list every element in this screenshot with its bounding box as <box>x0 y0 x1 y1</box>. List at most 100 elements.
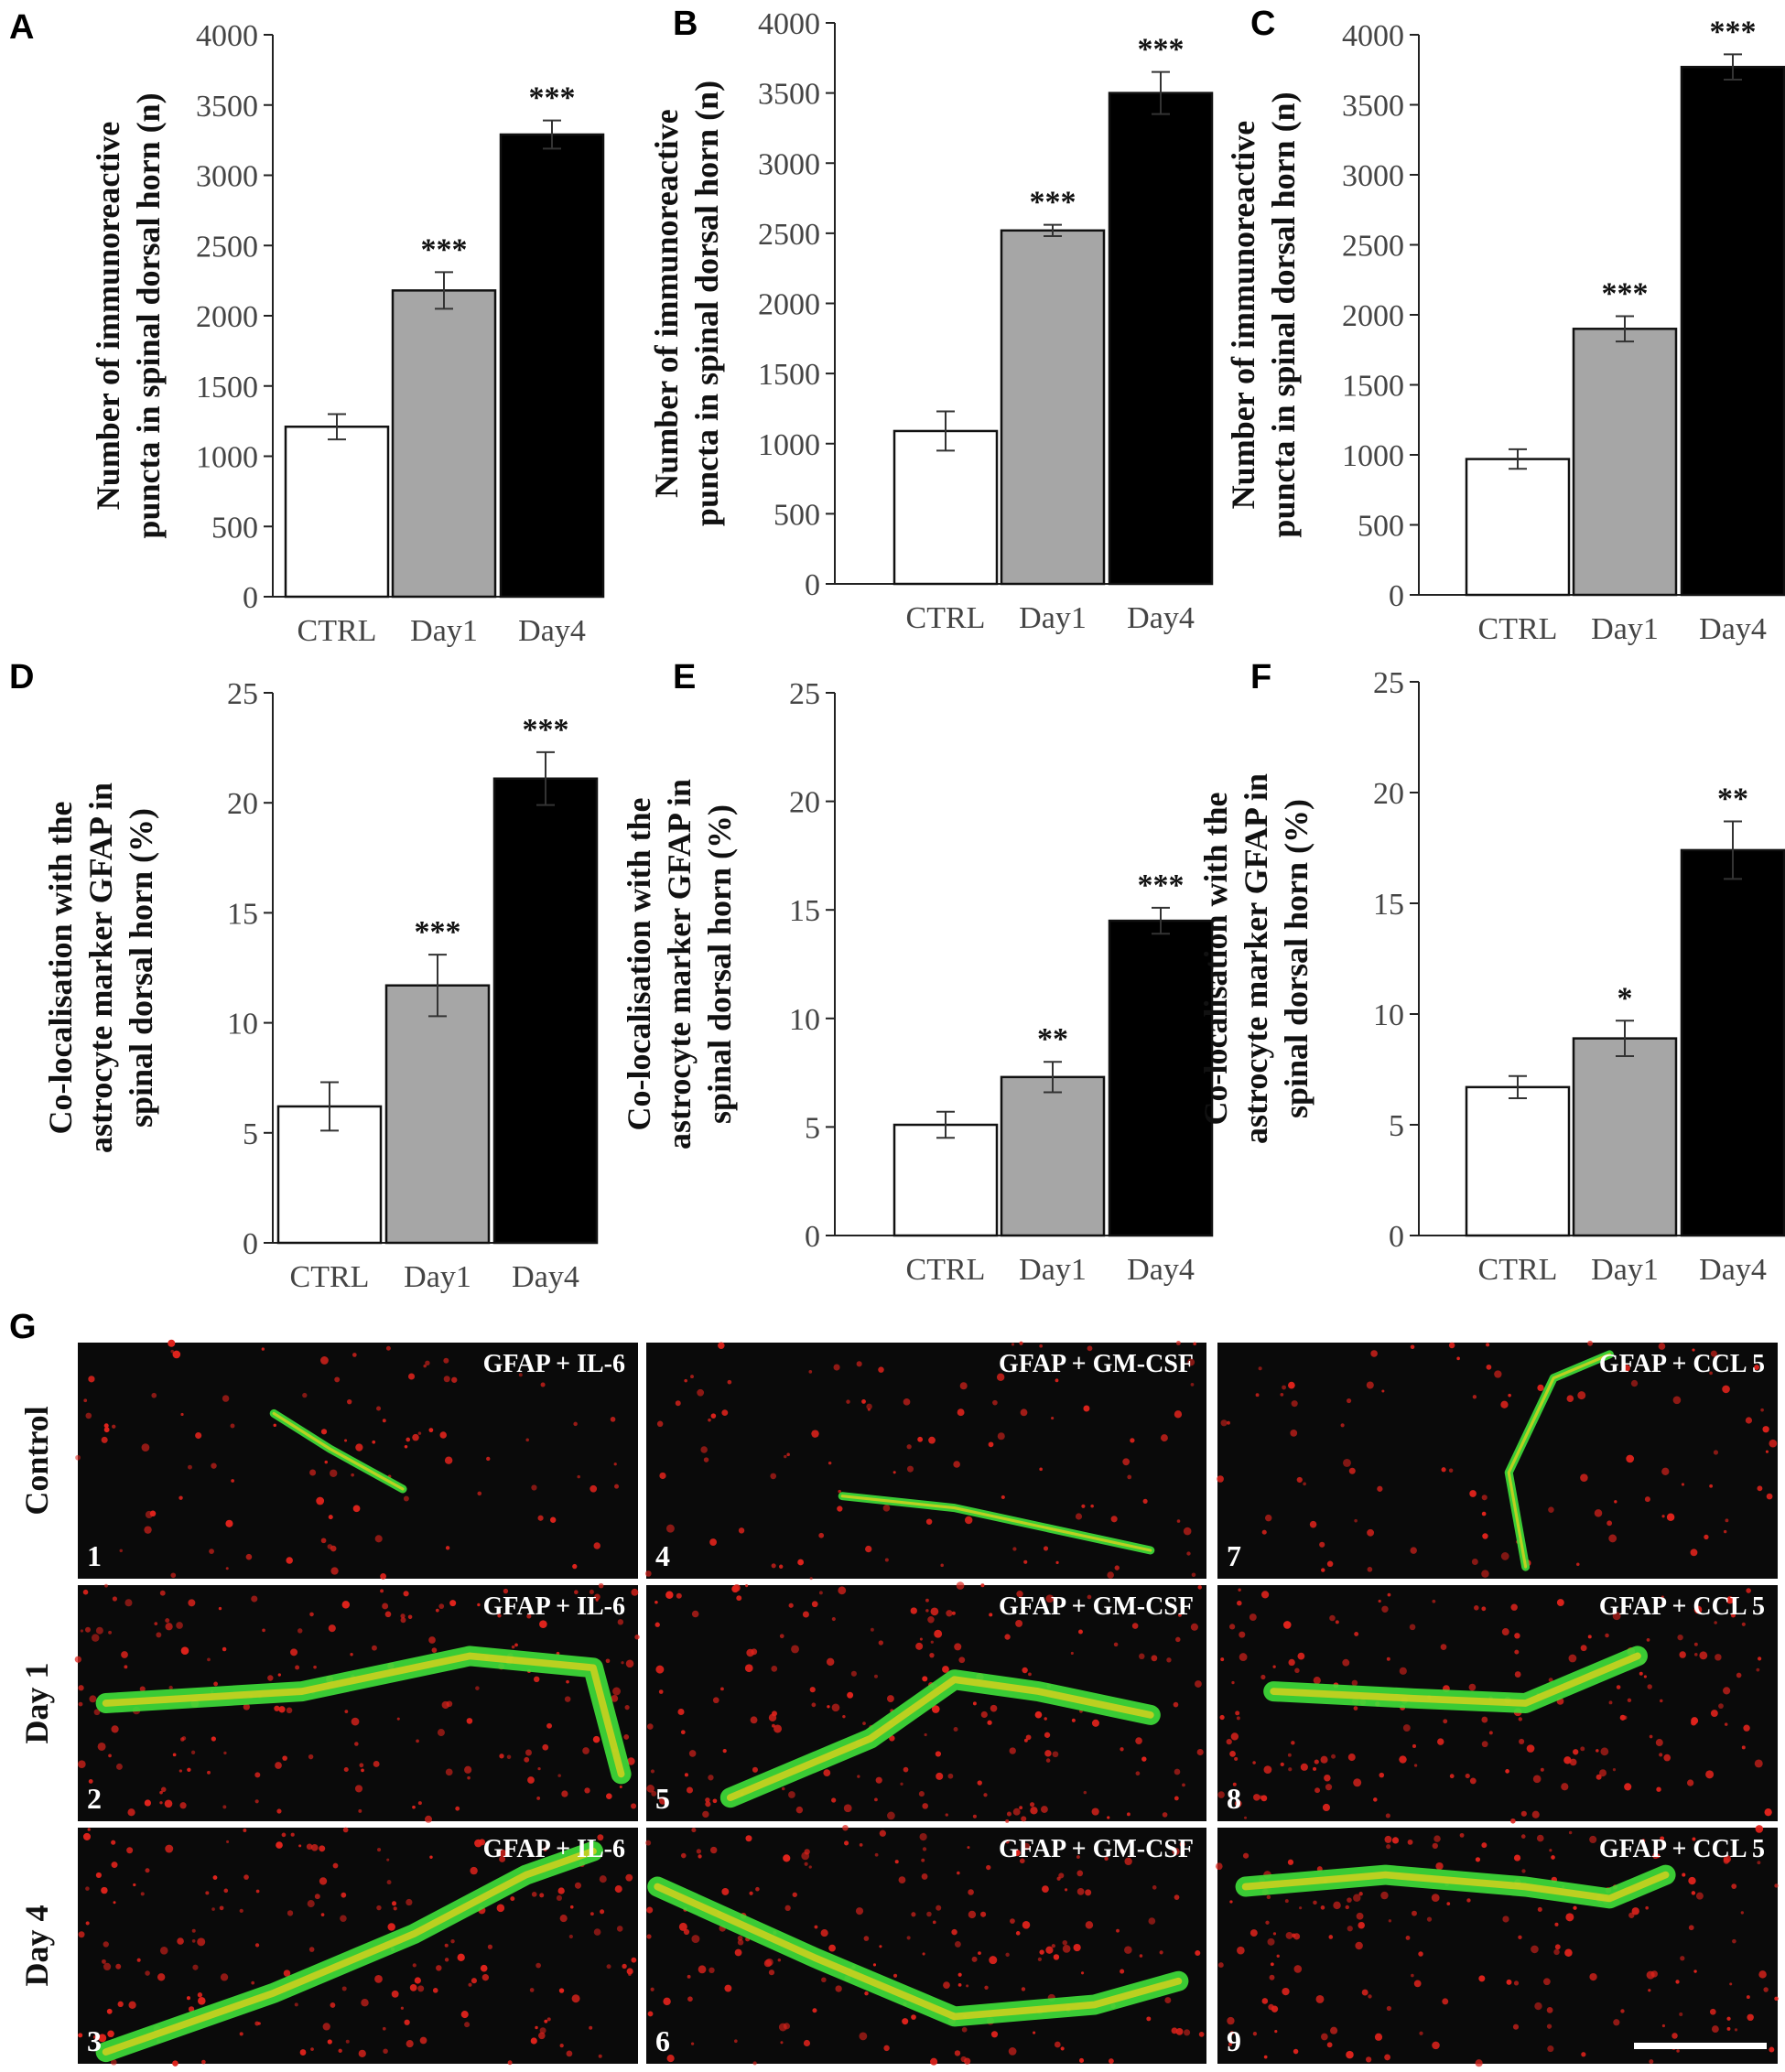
puncta-dot <box>1141 1756 1147 1762</box>
puncta-dot <box>1012 1547 1017 1551</box>
puncta-dot <box>198 1997 206 2005</box>
puncta-dot <box>980 1710 988 1719</box>
puncta-dot <box>922 1676 928 1682</box>
micrograph-tile: GFAP + IL-6 2 <box>74 1582 640 1823</box>
puncta-dot <box>1078 2057 1085 2063</box>
puncta-dot <box>1062 1944 1071 1953</box>
puncta-dot <box>1293 2048 1299 2055</box>
puncta-dot <box>1198 2031 1205 2037</box>
puncta-dot <box>1320 1755 1328 1764</box>
puncta-dot <box>1023 1738 1028 1743</box>
puncta-dot <box>92 2035 97 2039</box>
puncta-dot <box>499 1754 504 1759</box>
puncta-dot <box>1229 2031 1235 2035</box>
bar-day4 <box>499 133 605 599</box>
puncta-dot <box>111 1725 119 1733</box>
puncta-dot <box>1758 1657 1762 1661</box>
puncta-dot <box>883 2045 890 2052</box>
puncta-dot <box>124 1665 128 1669</box>
puncta-dot <box>1366 1381 1374 1389</box>
puncta-dot <box>925 1609 929 1613</box>
puncta-dot <box>1287 1859 1294 1865</box>
puncta-dot <box>78 1931 85 1938</box>
puncta-dot <box>691 1935 700 1944</box>
puncta-dot <box>428 1636 436 1644</box>
puncta-dot <box>1313 1766 1317 1771</box>
puncta-dot <box>902 2018 909 2025</box>
puncta-dot <box>1232 1782 1237 1786</box>
puncta-dot <box>1367 1566 1373 1572</box>
puncta-dot <box>956 1581 965 1590</box>
puncta-dot <box>568 1934 573 1939</box>
micrograph-label: GFAP + GM-CSF <box>999 1350 1194 1378</box>
puncta-dot <box>1693 1653 1698 1657</box>
puncta-dot <box>906 1465 914 1473</box>
puncta-dot <box>439 1431 447 1439</box>
puncta-dot <box>859 1842 863 1847</box>
puncta-dot <box>1649 1734 1653 1739</box>
puncta-dot <box>298 1844 302 1848</box>
puncta-dot <box>1691 1891 1696 1895</box>
puncta-dot <box>400 1617 406 1624</box>
puncta-dot <box>658 1689 664 1694</box>
puncta-dot <box>977 1780 982 1786</box>
puncta-dot <box>1282 1385 1287 1390</box>
puncta-dot <box>351 1473 354 1477</box>
puncta-dot <box>593 1928 601 1936</box>
puncta-dot <box>1676 2049 1680 2053</box>
puncta-dot <box>1709 2008 1716 2015</box>
puncta-dot <box>1448 1342 1455 1349</box>
puncta-dot <box>943 1981 950 1989</box>
puncta-dot <box>450 1938 455 1944</box>
puncta-dot <box>1581 2052 1586 2057</box>
row-label: Day 4 <box>18 1905 55 1987</box>
puncta-dot <box>531 1892 537 1897</box>
bar-ctrl <box>1465 1085 1571 1237</box>
puncta-dot <box>1589 1972 1597 1981</box>
puncta-dot <box>659 1472 666 1480</box>
puncta-dot <box>1695 1892 1704 1900</box>
puncta-dot <box>722 1749 727 1754</box>
puncta-dot <box>1763 1987 1769 1992</box>
puncta-dot <box>1730 1613 1736 1618</box>
puncta-dot <box>267 1675 274 1681</box>
puncta-dot <box>186 1996 190 2001</box>
puncta-dot <box>598 1582 604 1589</box>
x-tick-label: Day1 <box>1591 1253 1659 1287</box>
puncta-dot <box>290 1832 295 1837</box>
puncta-dot <box>1378 1599 1381 1603</box>
puncta-dot <box>906 1444 912 1450</box>
puncta-dot <box>1015 1931 1021 1936</box>
puncta-dot <box>93 1709 101 1716</box>
puncta-dot <box>1432 1599 1436 1603</box>
puncta-dot <box>511 1645 515 1649</box>
colocalization-core <box>102 1847 597 2056</box>
puncta-dot <box>818 1591 823 1595</box>
puncta-dot <box>157 1973 166 1981</box>
puncta-dot <box>324 1460 328 1464</box>
puncta-dot <box>857 1775 860 1778</box>
puncta-dot <box>958 1657 966 1664</box>
puncta-dot <box>254 1772 261 1778</box>
puncta-dot <box>1754 1759 1763 1768</box>
puncta-dot <box>1722 1385 1730 1394</box>
puncta-dot <box>1335 1620 1339 1624</box>
puncta-dot <box>530 2037 537 2045</box>
puncta-dot <box>1354 1518 1358 1523</box>
puncta-dot <box>1740 1911 1744 1915</box>
puncta-dot <box>481 1974 490 1981</box>
puncta-dot <box>558 1988 565 1993</box>
puncta-dot <box>1405 1936 1411 1940</box>
puncta-dot <box>549 1516 557 1523</box>
puncta-dot <box>1263 1765 1272 1775</box>
y-tick-label: 0 <box>243 1227 258 1261</box>
puncta-dot <box>1531 1810 1540 1818</box>
puncta-dot <box>218 1606 222 1611</box>
puncta-dot <box>1023 1559 1028 1564</box>
puncta-dot <box>518 1373 523 1377</box>
puncta-dot <box>409 1984 417 1991</box>
puncta-dot <box>1765 1450 1769 1453</box>
puncta-dot <box>371 1645 377 1651</box>
puncta-dot <box>957 1871 960 1875</box>
puncta-dot <box>600 1909 605 1915</box>
